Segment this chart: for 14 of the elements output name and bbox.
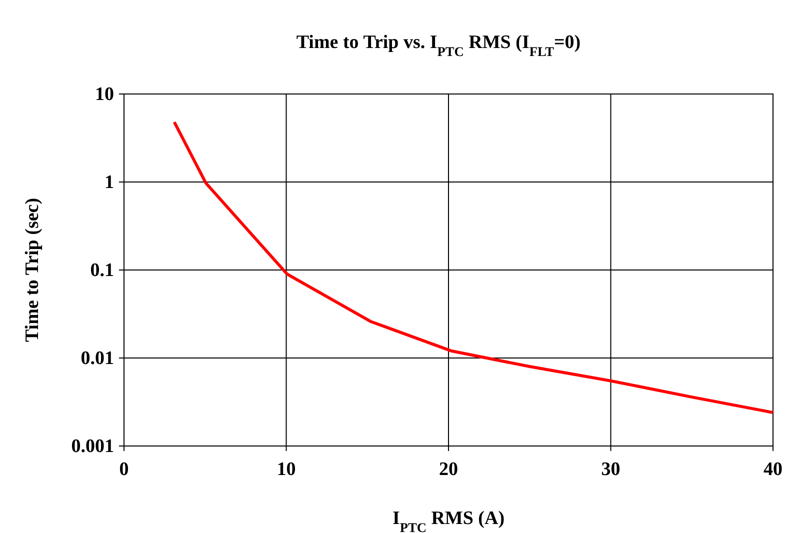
- x-tick-label: 0: [119, 459, 129, 480]
- chart-title: Time to Trip vs. I$_{PTC}$ RMS (I$_{FLT}$=0): [296, 32, 581, 58]
- line-series: [172, 120, 774, 414]
- y-tick-label: 0.1: [90, 260, 114, 281]
- x-tick-label: 30: [601, 459, 620, 480]
- y-axis-title: Time to Trip (sec): [22, 198, 43, 342]
- y-tick-label: 0.01: [80, 348, 114, 369]
- y-tick-label: 10: [95, 84, 114, 105]
- x-tick-label: 40: [764, 459, 782, 480]
- y-tick-label: 1: [104, 172, 114, 193]
- x-tick-label: 20: [439, 459, 458, 480]
- x-tick-label: 10: [276, 459, 296, 480]
- x-axis-title: I$_{PTC}$ RMS (A): [392, 508, 505, 533]
- y-tick-label: 0.001: [71, 436, 114, 457]
